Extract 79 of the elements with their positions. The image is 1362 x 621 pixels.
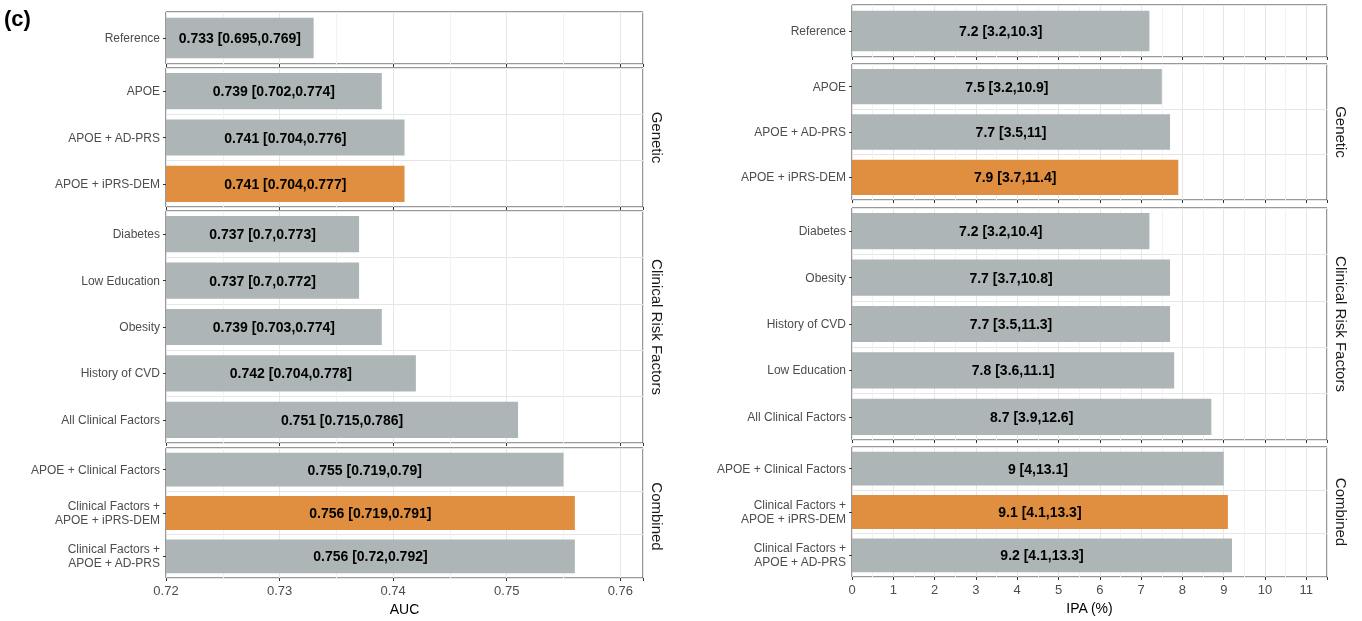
y-tick-label: APOE + Clinical Factors: [716, 461, 846, 476]
y-tick-label: APOE + Clinical Factors: [30, 462, 160, 477]
x-tick-label: 4: [1013, 582, 1021, 597]
y-tick-label: Obesity: [119, 320, 160, 334]
x-tick-label: 10: [1257, 582, 1273, 597]
bar: [852, 213, 1150, 250]
data-label: 0.755 [0.719,0.79]: [307, 461, 422, 478]
y-tick-label: Low Education: [81, 273, 160, 288]
x-tick-label: 0.73: [266, 583, 293, 598]
data-label: 8.7 [3.9,12.6]: [990, 408, 1074, 425]
text: (c): [4, 5, 31, 31]
y-tick-label: Diabetes: [798, 224, 846, 239]
data-label: 7.5 [3.2,10.9]: [965, 78, 1049, 95]
x-axis-title: IPA (%): [1066, 600, 1113, 616]
x-tick-label: 5: [1054, 582, 1063, 597]
data-label: 7.7 [3.7,10.8]: [969, 269, 1053, 286]
data-label: 0.741 [0.704,0.776]: [224, 129, 347, 146]
x-tick-label: 2: [930, 582, 939, 597]
x-tick-label: 3: [972, 582, 980, 597]
data-label: 0.733 [0.695,0.769]: [178, 30, 301, 46]
y-tick-label: Low Education: [767, 363, 846, 378]
x-axis-title: AUC: [389, 601, 420, 617]
y-tick-label: History of CVD: [766, 317, 847, 331]
data-label: 0.737 [0.7,0.772]: [209, 272, 316, 289]
bar: [852, 398, 1212, 435]
data-label: 0.756 [0.72,0.792]: [313, 548, 428, 565]
y-tick-label: Clinical Factors + APOE + iPRS-DEM: [54, 499, 160, 527]
data-label: 9.2 [4.1,13.3]: [1000, 547, 1084, 564]
data-label: 0.737 [0.7,0.773]: [209, 226, 316, 243]
text: Genetic: [648, 111, 666, 164]
y-tick-label: Clinical Factors + APOE + AD-PRS: [753, 541, 846, 570]
y-tick-label: All Clinical Factors: [61, 412, 160, 427]
y-tick-label: Clinical Factors + APOE + AD-PRS: [67, 542, 160, 571]
x-tick-label: 1: [889, 582, 897, 597]
data-label: 9.1 [4.1,13.3]: [998, 504, 1082, 520]
data-label: 0.739 [0.703,0.774]: [212, 319, 335, 335]
y-tick-label: APOE + iPRS-DEM: [740, 170, 846, 185]
y-tick-label: APOE + iPRS-DEM: [54, 176, 160, 191]
x-tick-label: 0.76: [607, 583, 633, 598]
text: Genetic: [1332, 106, 1350, 159]
y-tick-label: APOE: [812, 79, 846, 94]
data-label: 7.2 [3.2,10.4]: [959, 223, 1043, 240]
y-tick-label: APOE + AD-PRS: [754, 125, 846, 139]
x-tick-label: 0: [848, 582, 856, 597]
y-tick-label: Clinical Factors + APOE + iPRS-DEM: [740, 498, 846, 526]
text: Clinical Risk Factors: [648, 259, 666, 395]
y-tick-label: APOE: [126, 84, 160, 99]
y-tick-label: All Clinical Factors: [747, 409, 846, 424]
data-label: 7.8 [3.6,11.1]: [971, 362, 1055, 379]
data-label: 0.741 [0.704,0.777]: [224, 175, 347, 192]
y-tick-label: APOE + AD-PRS: [68, 130, 160, 145]
data-label: 0.756 [0.719,0.791]: [309, 505, 432, 521]
x-tick-label: 7: [1137, 582, 1145, 597]
bar: [852, 259, 1171, 296]
x-tick-label: 0.75: [494, 583, 520, 598]
data-label: 7.9 [3.7,11.4]: [973, 169, 1057, 186]
data-label: 7.7 [3.5,11.3]: [969, 316, 1053, 332]
x-tick-label: 0.72: [153, 583, 179, 598]
y-tick-label: Obesity: [805, 270, 846, 285]
data-label: 0.751 [0.715,0.786]: [280, 411, 404, 428]
bar: [852, 305, 1171, 343]
x-tick-label: 9: [1220, 582, 1228, 597]
data-label: 7.2 [3.2,10.3]: [959, 23, 1043, 39]
text: Combined: [1332, 477, 1350, 547]
x-tick-label: 11: [1299, 582, 1314, 597]
data-label: 0.742 [0.704,0.778]: [229, 365, 353, 382]
y-tick-label: History of CVD: [80, 366, 161, 381]
data-label: 7.7 [3.5,11]: [975, 124, 1047, 140]
x-tick-label: 8: [1178, 582, 1187, 597]
text: Combined: [648, 482, 666, 551]
data-label: 9 [4,13.1]: [1007, 460, 1068, 477]
bar: [852, 352, 1175, 389]
y-tick-label: Reference: [790, 24, 847, 38]
x-tick-label: 6: [1096, 582, 1104, 597]
y-tick-label: Diabetes: [112, 227, 160, 242]
y-tick-label: Reference: [104, 31, 161, 45]
text: Clinical Risk Factors: [1332, 256, 1350, 392]
data-label: 0.739 [0.702,0.774]: [212, 83, 335, 100]
x-tick-label: 0.74: [380, 583, 406, 598]
